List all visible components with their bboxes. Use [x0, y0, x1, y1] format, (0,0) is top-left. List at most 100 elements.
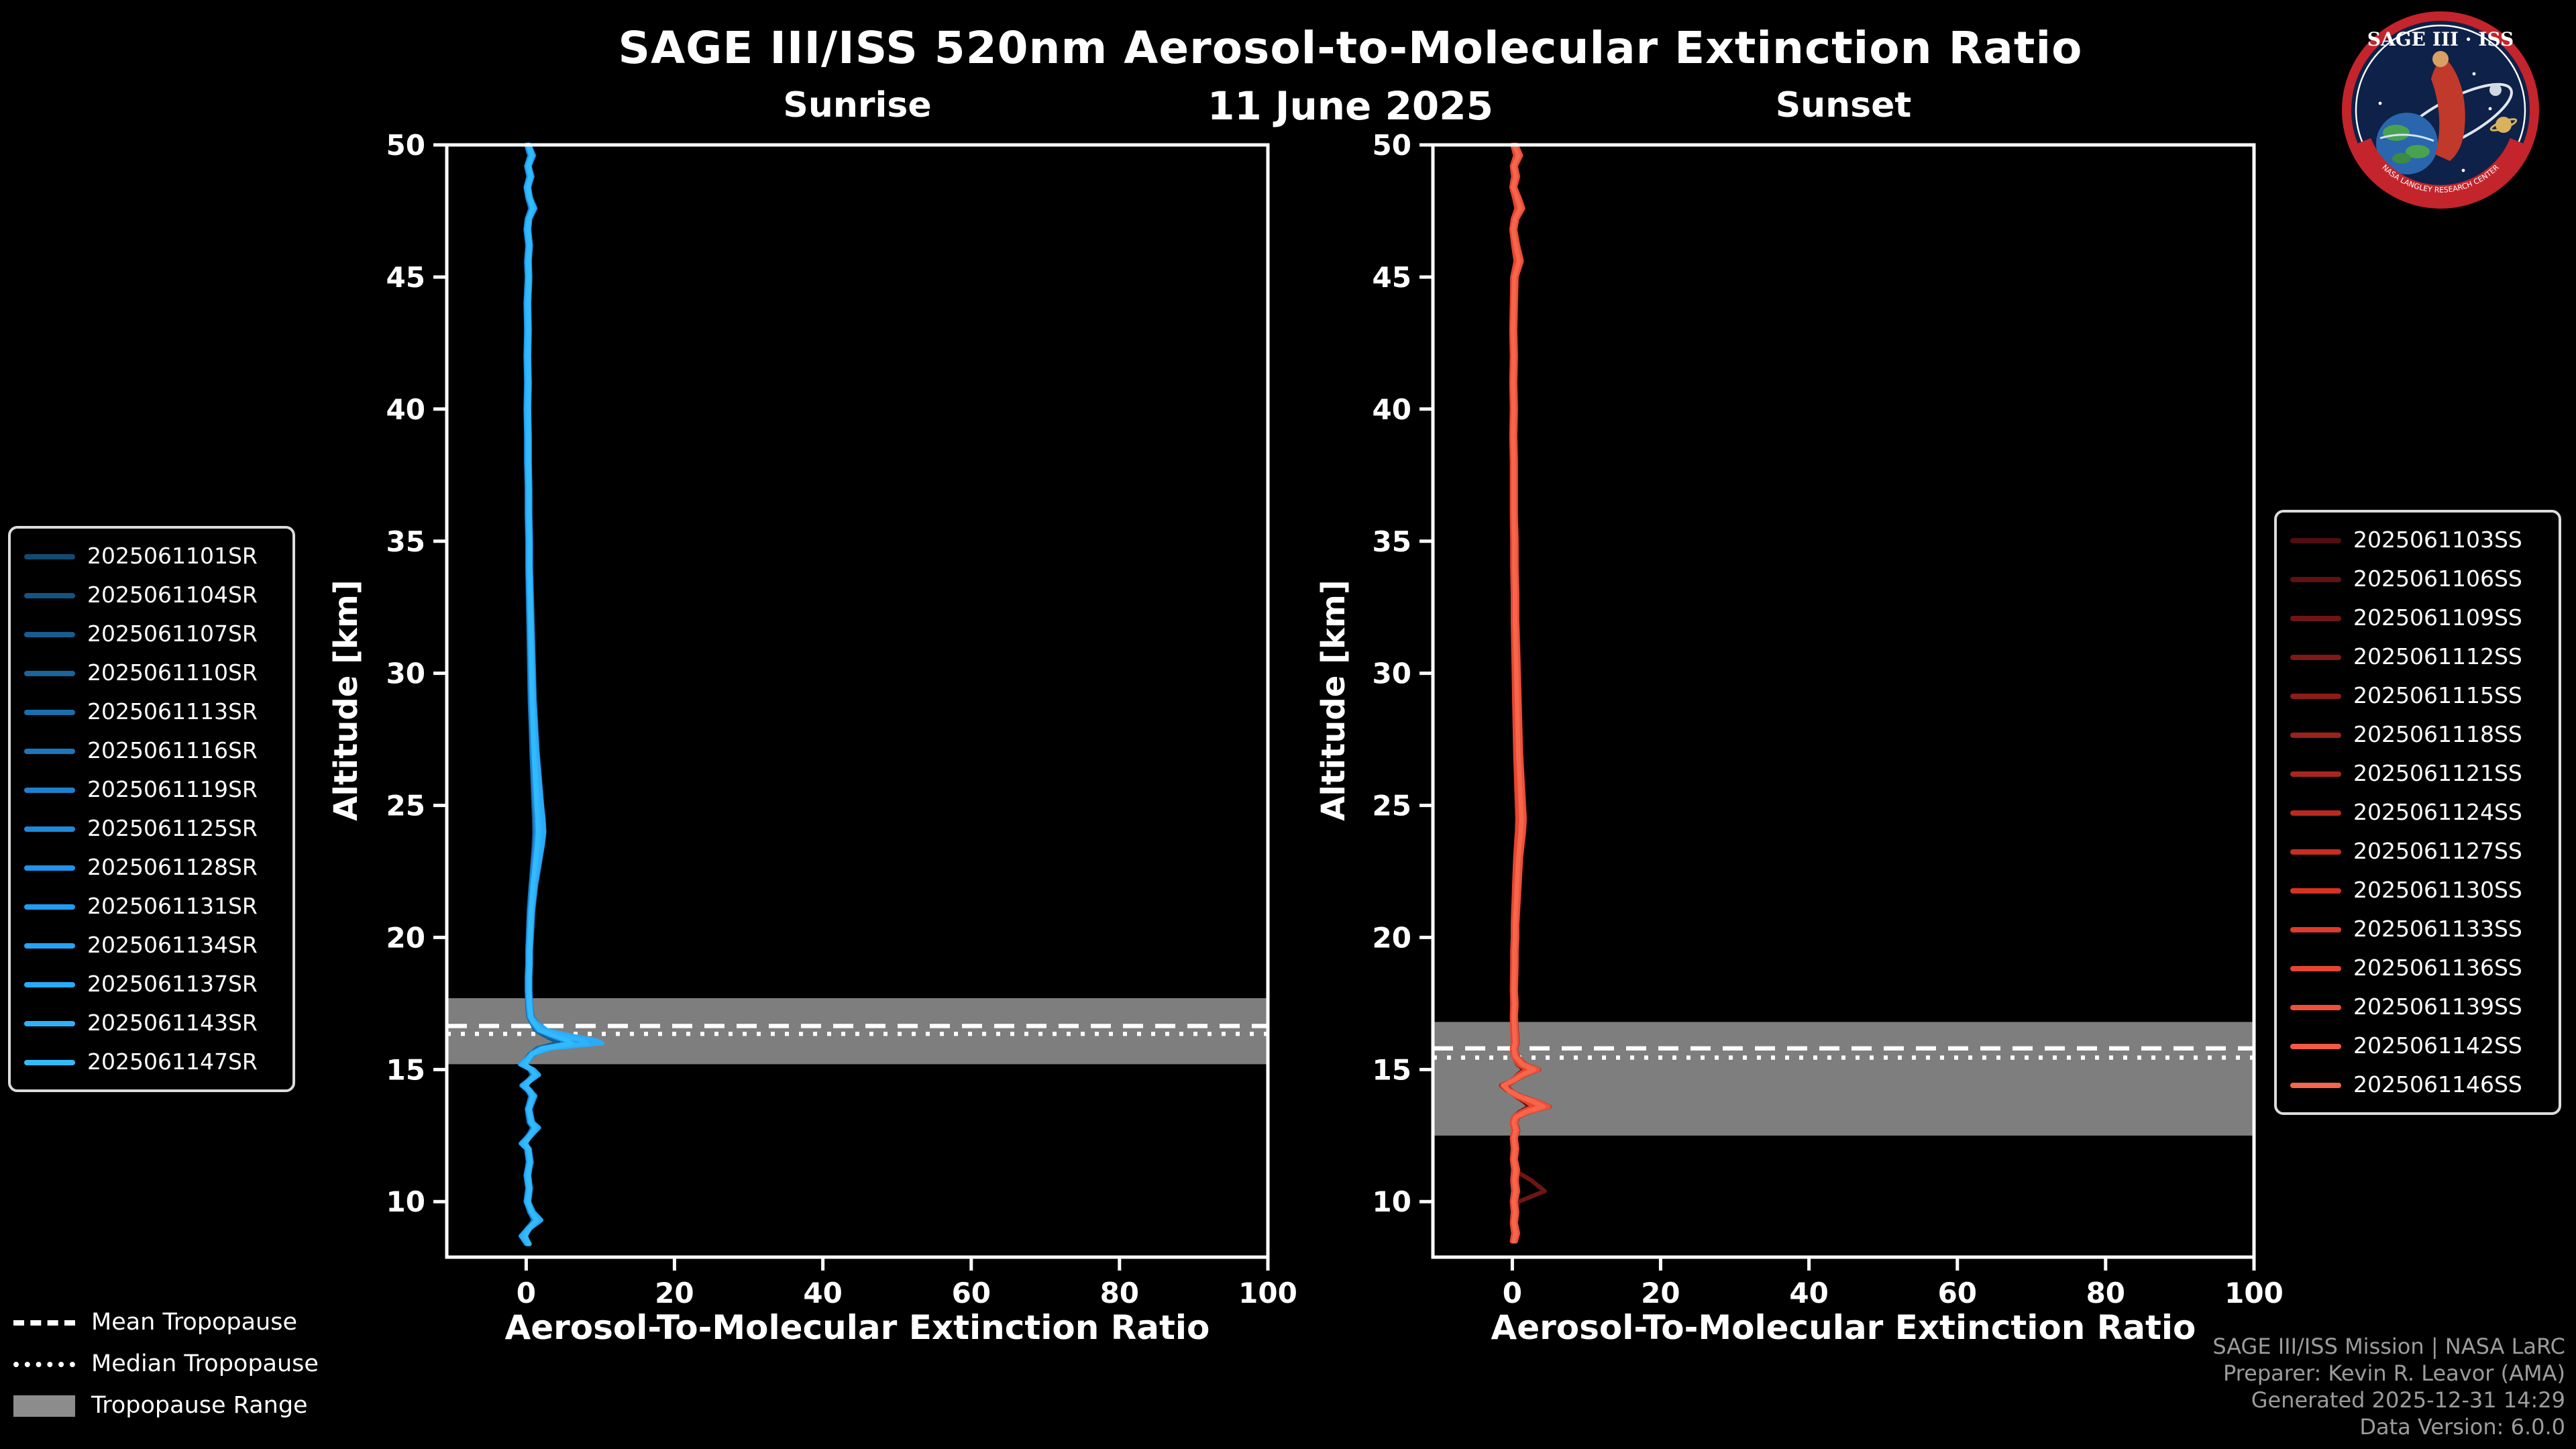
- legend-label: 2025061146SS: [2353, 1072, 2522, 1097]
- sunset-y-tick-label: 40: [1373, 393, 1411, 426]
- legend-label: 2025061124SS: [2353, 800, 2522, 825]
- sunrise-y-tick-label: 35: [386, 525, 425, 558]
- sunrise-panel-title: Sunrise: [783, 86, 932, 126]
- sunrise-x-tick-label: 40: [803, 1277, 842, 1309]
- legend-label: 2025061115SS: [2353, 683, 2522, 708]
- legend-line-swatch: [2290, 732, 2341, 737]
- legend-line-swatch: [24, 670, 75, 676]
- tropopause-range-swatch-icon: [13, 1395, 75, 1416]
- legend-line-swatch: [24, 787, 75, 792]
- legend-line-swatch: [24, 748, 75, 753]
- legend-label: 2025061136SS: [2353, 955, 2522, 981]
- legend-label: 2025061103SS: [2353, 527, 2522, 553]
- credits-block: SAGE III/ISS Mission | NASA LaRC Prepare…: [2212, 1334, 2565, 1441]
- mean-tropopause-label: Mean Tropopause: [91, 1309, 298, 1336]
- sunrise-tropopause-range-band: [447, 998, 1268, 1065]
- legend-label: 2025061133SS: [2353, 916, 2522, 942]
- sunset-panel-title: Sunset: [1775, 86, 1912, 126]
- sunrise-y-axis-label: Altitude [km]: [327, 580, 365, 821]
- sunset-y-tick-label: 10: [1373, 1185, 1411, 1218]
- legend-label: 2025061109SS: [2353, 605, 2522, 631]
- sunrise-y-tick-label: 40: [386, 393, 425, 426]
- tropopause-range-label: Tropopause Range: [91, 1392, 308, 1419]
- earth-continents: [2379, 125, 2434, 164]
- sunset-y-tick-label: 30: [1373, 657, 1411, 690]
- legend-line-swatch: [2290, 926, 2341, 932]
- legend-line-swatch: [24, 631, 75, 637]
- sunset-legend: 2025061103SS 2025061106SS 2025061109SS 2025…: [2274, 510, 2561, 1115]
- sunrise-y-tick-label: 45: [386, 261, 425, 294]
- median-tropopause-legend-row: Median Tropopause: [13, 1343, 319, 1385]
- legend-label: 2025061107SR: [87, 621, 258, 647]
- legend-item-2025061107SR: 2025061107SR: [24, 614, 279, 653]
- legend-item-2025061103SS: 2025061103SS: [2290, 521, 2545, 559]
- legend-label: 2025061119SR: [87, 777, 258, 802]
- legend-item-2025061139SS: 2025061139SS: [2290, 987, 2545, 1026]
- sage-iss-mission-patch: SAGE III · ISS NASA LANGLEY RESEARCH CEN…: [2342, 11, 2539, 209]
- sunset-x-tick-label: 100: [2224, 1277, 2284, 1309]
- legend-line-swatch: [2290, 576, 2341, 582]
- legend-line-swatch: [2290, 537, 2341, 543]
- legend-item-2025061106SS: 2025061106SS: [2290, 559, 2545, 598]
- sunset-y-tick-label: 50: [1373, 129, 1411, 162]
- sunset-x-axis-label: Aerosol-To-Molecular Extinction Ratio: [1491, 1308, 2196, 1347]
- sunset-panel: 10 15 20 25 30 35 40 45 50 0 20 40 60 80 100: [1373, 129, 2284, 1309]
- legend-label: 2025061127SS: [2353, 839, 2522, 864]
- legend-label: 2025061128SR: [87, 855, 258, 880]
- legend-item-2025061127SS: 2025061127SS: [2290, 832, 2545, 871]
- sunrise-x-tick-label: 20: [655, 1277, 694, 1309]
- patch-banner: [2357, 138, 2524, 200]
- legend-item-2025061146SS: 2025061146SS: [2290, 1065, 2545, 1104]
- saturn-ring: [2489, 118, 2518, 131]
- sunset-x-tick-label: 0: [1503, 1277, 1522, 1309]
- figure-title: SAGE III/ISS 520nm Aerosol-to-Molecular …: [618, 21, 2083, 74]
- sunset-y-tick-label: 45: [1373, 261, 1411, 294]
- profile-2025061147SR: [523, 142, 574, 1246]
- sunset-axes-frame: [1431, 143, 2256, 1259]
- tropopause-legend: Mean Tropopause Median Tropopause Tropop…: [13, 1301, 319, 1426]
- legend-label: 2025061112SS: [2353, 644, 2522, 669]
- robed-figure-icon: [2431, 58, 2465, 161]
- legend-item-2025061137SR: 2025061137SR: [24, 965, 279, 1004]
- legend-label: 2025061101SR: [87, 543, 258, 569]
- sunset-tropopause-range-band: [1433, 1022, 2254, 1136]
- legend-label: 2025061142SS: [2353, 1033, 2522, 1059]
- sunrise-x-tick-label: 100: [1238, 1277, 1297, 1309]
- legend-line-swatch: [24, 865, 75, 870]
- sunset-y-tick-label: 20: [1373, 921, 1411, 954]
- legend-item-2025061134SR: 2025061134SR: [24, 926, 279, 965]
- mean-tropopause-dashed-line-icon: [13, 1320, 75, 1325]
- legend-line-swatch: [24, 553, 75, 559]
- legend-line-swatch: [24, 1059, 75, 1065]
- profile-2025061146SS: [1500, 142, 1546, 1244]
- sunset-y-axis-label: Altitude [km]: [1315, 580, 1352, 821]
- credit-data-version: Data Version: 6.0.0: [2359, 1414, 2565, 1440]
- legend-line-swatch: [24, 1020, 75, 1026]
- legend-item-2025061113SR: 2025061113SR: [24, 692, 279, 731]
- legend-item-2025061142SS: 2025061142SS: [2290, 1026, 2545, 1065]
- figure-head: [2432, 51, 2449, 67]
- legend-item-2025061128SR: 2025061128SR: [24, 848, 279, 887]
- sunset-y-tick-label: 25: [1373, 790, 1411, 822]
- sunrise-y-tick-label: 10: [386, 1185, 425, 1218]
- legend-item-2025061133SS: 2025061133SS: [2290, 910, 2545, 949]
- legend-item-2025061115SS: 2025061115SS: [2290, 676, 2545, 715]
- legend-label: 2025061139SS: [2353, 994, 2522, 1020]
- legend-item-2025061110SR: 2025061110SR: [24, 653, 279, 692]
- legend-item-2025061121SS: 2025061121SS: [2290, 754, 2545, 793]
- legend-line-swatch: [2290, 654, 2341, 659]
- sunrise-y-tick-label: 15: [386, 1053, 425, 1086]
- legend-line-swatch: [24, 943, 75, 948]
- legend-line-swatch: [24, 826, 75, 831]
- legend-item-2025061109SS: 2025061109SS: [2290, 598, 2545, 637]
- legend-line-swatch: [24, 592, 75, 598]
- sunset-x-tick-label: 60: [1938, 1277, 1977, 1309]
- median-tropopause-label: Median Tropopause: [91, 1350, 319, 1377]
- legend-line-swatch: [2290, 693, 2341, 698]
- legend-line-swatch: [2290, 965, 2341, 971]
- legend-line-swatch: [2290, 771, 2341, 776]
- sunrise-x-tick-label: 60: [952, 1277, 991, 1309]
- legend-label: 2025061130SS: [2353, 877, 2522, 903]
